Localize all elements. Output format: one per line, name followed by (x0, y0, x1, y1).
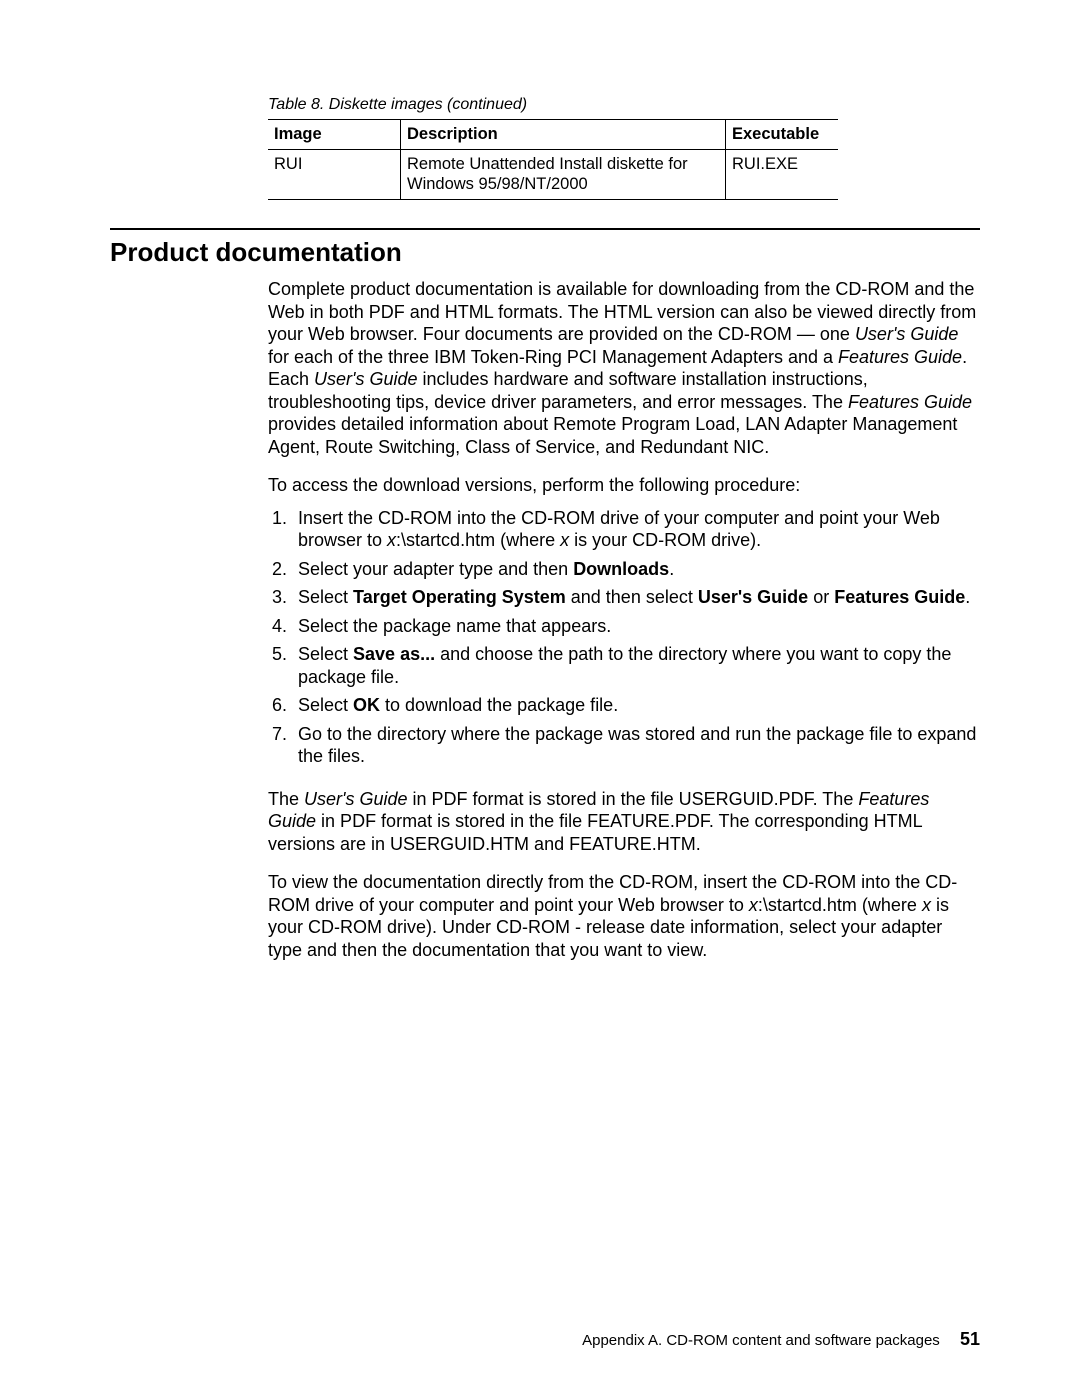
step-item: Go to the directory where the package wa… (292, 723, 980, 768)
col-header-image: Image (268, 120, 401, 150)
view-note-paragraph: To view the documentation directly from … (268, 871, 980, 961)
page-footer: Appendix A. CD-ROM content and software … (582, 1328, 980, 1351)
section-heading: Product documentation (110, 236, 980, 269)
intro-paragraph: Complete product documentation is availa… (268, 278, 980, 458)
section-divider (110, 228, 980, 230)
page-number: 51 (960, 1329, 980, 1349)
step-item: Select Target Operating System and then … (292, 586, 980, 609)
page: Table 8. Diskette images (continued) Ima… (0, 0, 1080, 961)
cell-description: Remote Unattended Install diskette for W… (401, 149, 726, 199)
cell-image: RUI (268, 149, 401, 199)
footer-text: Appendix A. CD-ROM content and software … (582, 1332, 940, 1349)
steps-lead-in: To access the download versions, perform… (268, 474, 980, 497)
diskette-images-table: Image Description Executable RUI Remote … (268, 119, 838, 200)
step-item: Insert the CD-ROM into the CD-ROM drive … (292, 507, 980, 552)
section-body: Complete product documentation is availa… (268, 278, 980, 961)
pdf-note-paragraph: The User's Guide in PDF format is stored… (268, 788, 980, 856)
cell-executable: RUI.EXE (726, 149, 839, 199)
table-header-row: Image Description Executable (268, 120, 838, 150)
step-item: Select OK to download the package file. (292, 694, 980, 717)
table-row: RUI Remote Unattended Install diskette f… (268, 149, 838, 199)
step-item: Select the package name that appears. (292, 615, 980, 638)
table-caption: Table 8. Diskette images (continued) (268, 95, 980, 115)
step-item: Select Save as... and choose the path to… (292, 643, 980, 688)
col-header-description: Description (401, 120, 726, 150)
step-item: Select your adapter type and then Downlo… (292, 558, 980, 581)
steps-list: Insert the CD-ROM into the CD-ROM drive … (268, 507, 980, 768)
col-header-executable: Executable (726, 120, 839, 150)
